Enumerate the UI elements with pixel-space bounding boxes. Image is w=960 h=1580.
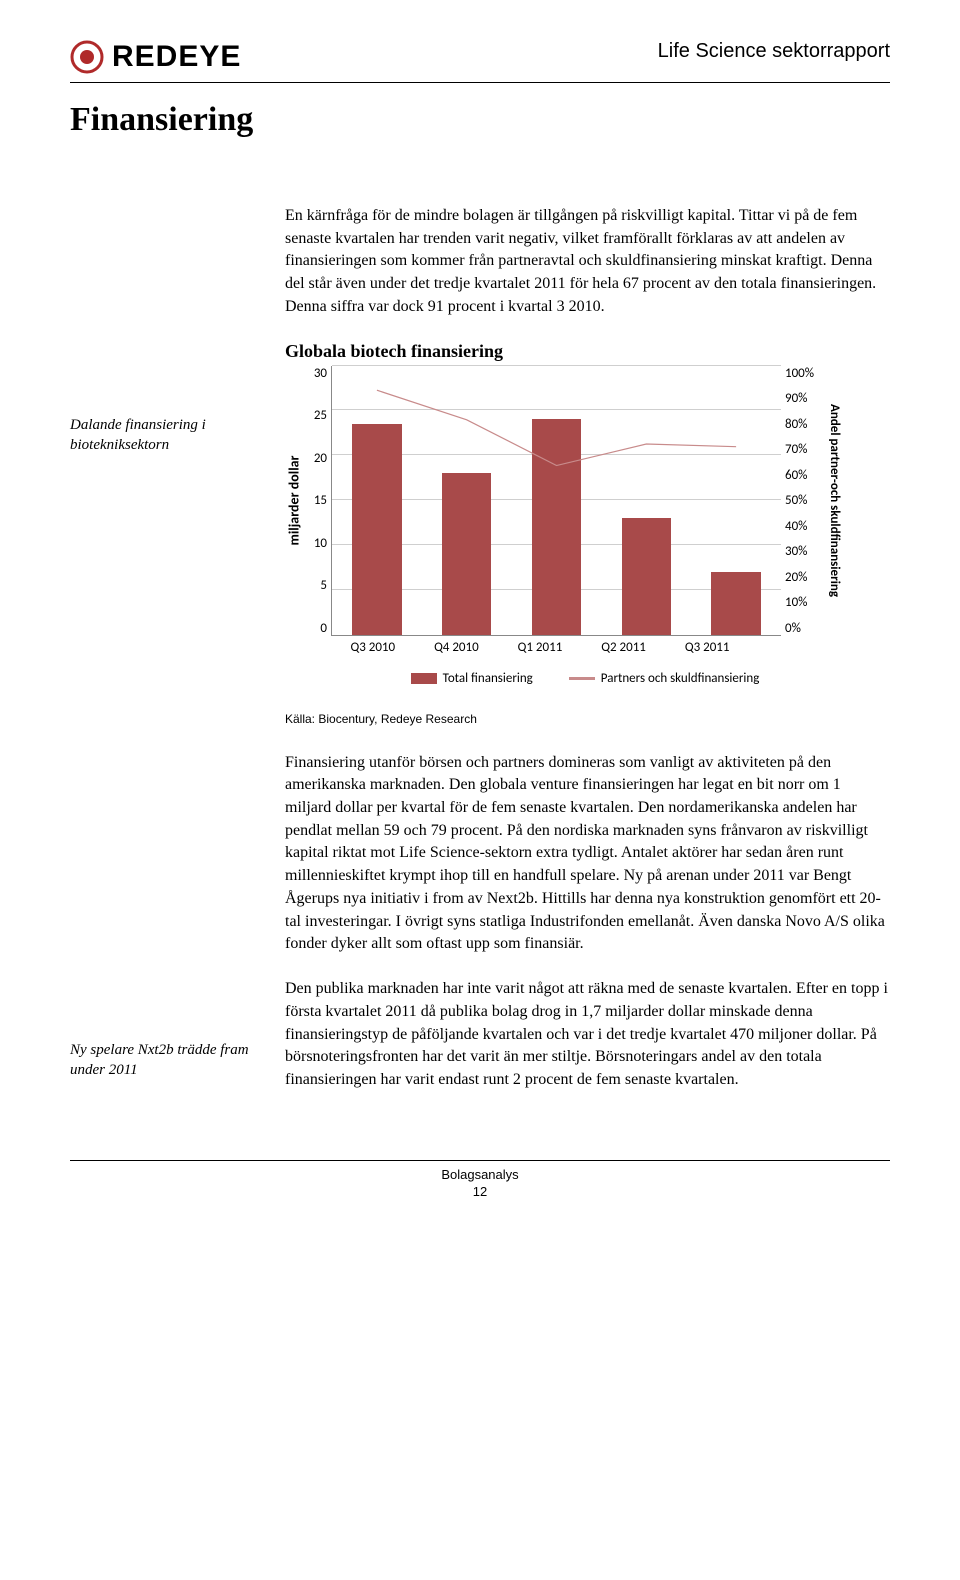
chart-title: Globala biotech finansiering — [285, 341, 890, 362]
bar — [442, 473, 491, 634]
legend-bar-swatch — [411, 673, 437, 684]
footer-page-number: 12 — [70, 1184, 890, 1201]
header-rule — [70, 82, 890, 83]
legend-line-label: Partners och skuldfinansiering — [601, 671, 760, 686]
legend-line: Partners och skuldfinansiering — [569, 671, 760, 686]
legend-bar: Total finansiering — [411, 671, 533, 686]
chart-plot-area — [331, 366, 781, 636]
redeye-eye-icon — [70, 40, 104, 74]
y-right-ticks: 100%90%80%70%60%50%40%30%20%10%0% — [781, 366, 825, 636]
y-left-ticks: 302520151050 — [303, 366, 331, 636]
bar — [352, 424, 401, 635]
y-right-axis-label: Andel partner-och skuldfinansiering — [825, 366, 845, 636]
brand-logo: REDEYE — [70, 40, 241, 74]
brand-name: REDEYE — [112, 40, 241, 74]
page-title: Finansiering — [70, 101, 890, 139]
legend-bar-label: Total finansiering — [443, 671, 533, 686]
paragraph-3: Den publika marknaden har inte varit någ… — [285, 978, 890, 1092]
paragraph-2: Finansiering utanför börsen och partners… — [285, 752, 890, 956]
bar — [622, 518, 671, 635]
legend-line-swatch — [569, 677, 595, 680]
chart: miljarder dollar 302520151050 100%90%80%… — [285, 366, 845, 686]
footer-label: Bolagsanalys — [70, 1167, 890, 1184]
bar — [711, 572, 760, 635]
page-header: REDEYE Life Science sektorrapport — [70, 40, 890, 74]
footer-rule — [70, 1160, 890, 1161]
main-column: En kärnfråga för de mindre bolagen är ti… — [285, 189, 890, 1114]
margin-column: Dalande finansiering i biotekniksektorn … — [70, 189, 255, 1114]
report-label: Life Science sektorrapport — [658, 40, 890, 63]
x-axis-ticks: Q3 2010Q4 2010Q1 2011Q2 2011Q3 2011 — [331, 640, 749, 655]
chart-legend: Total finansiering Partners och skuldfin… — [325, 671, 845, 686]
y-left-axis-label: miljarder dollar — [285, 366, 303, 636]
chart-source: Källa: Biocentury, Redeye Research — [285, 712, 890, 726]
margin-note-2: Ny spelare Nxt2b trädde fram under 2011 — [70, 1040, 255, 1081]
intro-paragraph: En kärnfråga för de mindre bolagen är ti… — [285, 205, 890, 319]
page-footer: Bolagsanalys 12 — [70, 1167, 890, 1201]
margin-note-1: Dalande finansiering i biotekniksektorn — [70, 415, 255, 456]
bar — [532, 419, 581, 634]
